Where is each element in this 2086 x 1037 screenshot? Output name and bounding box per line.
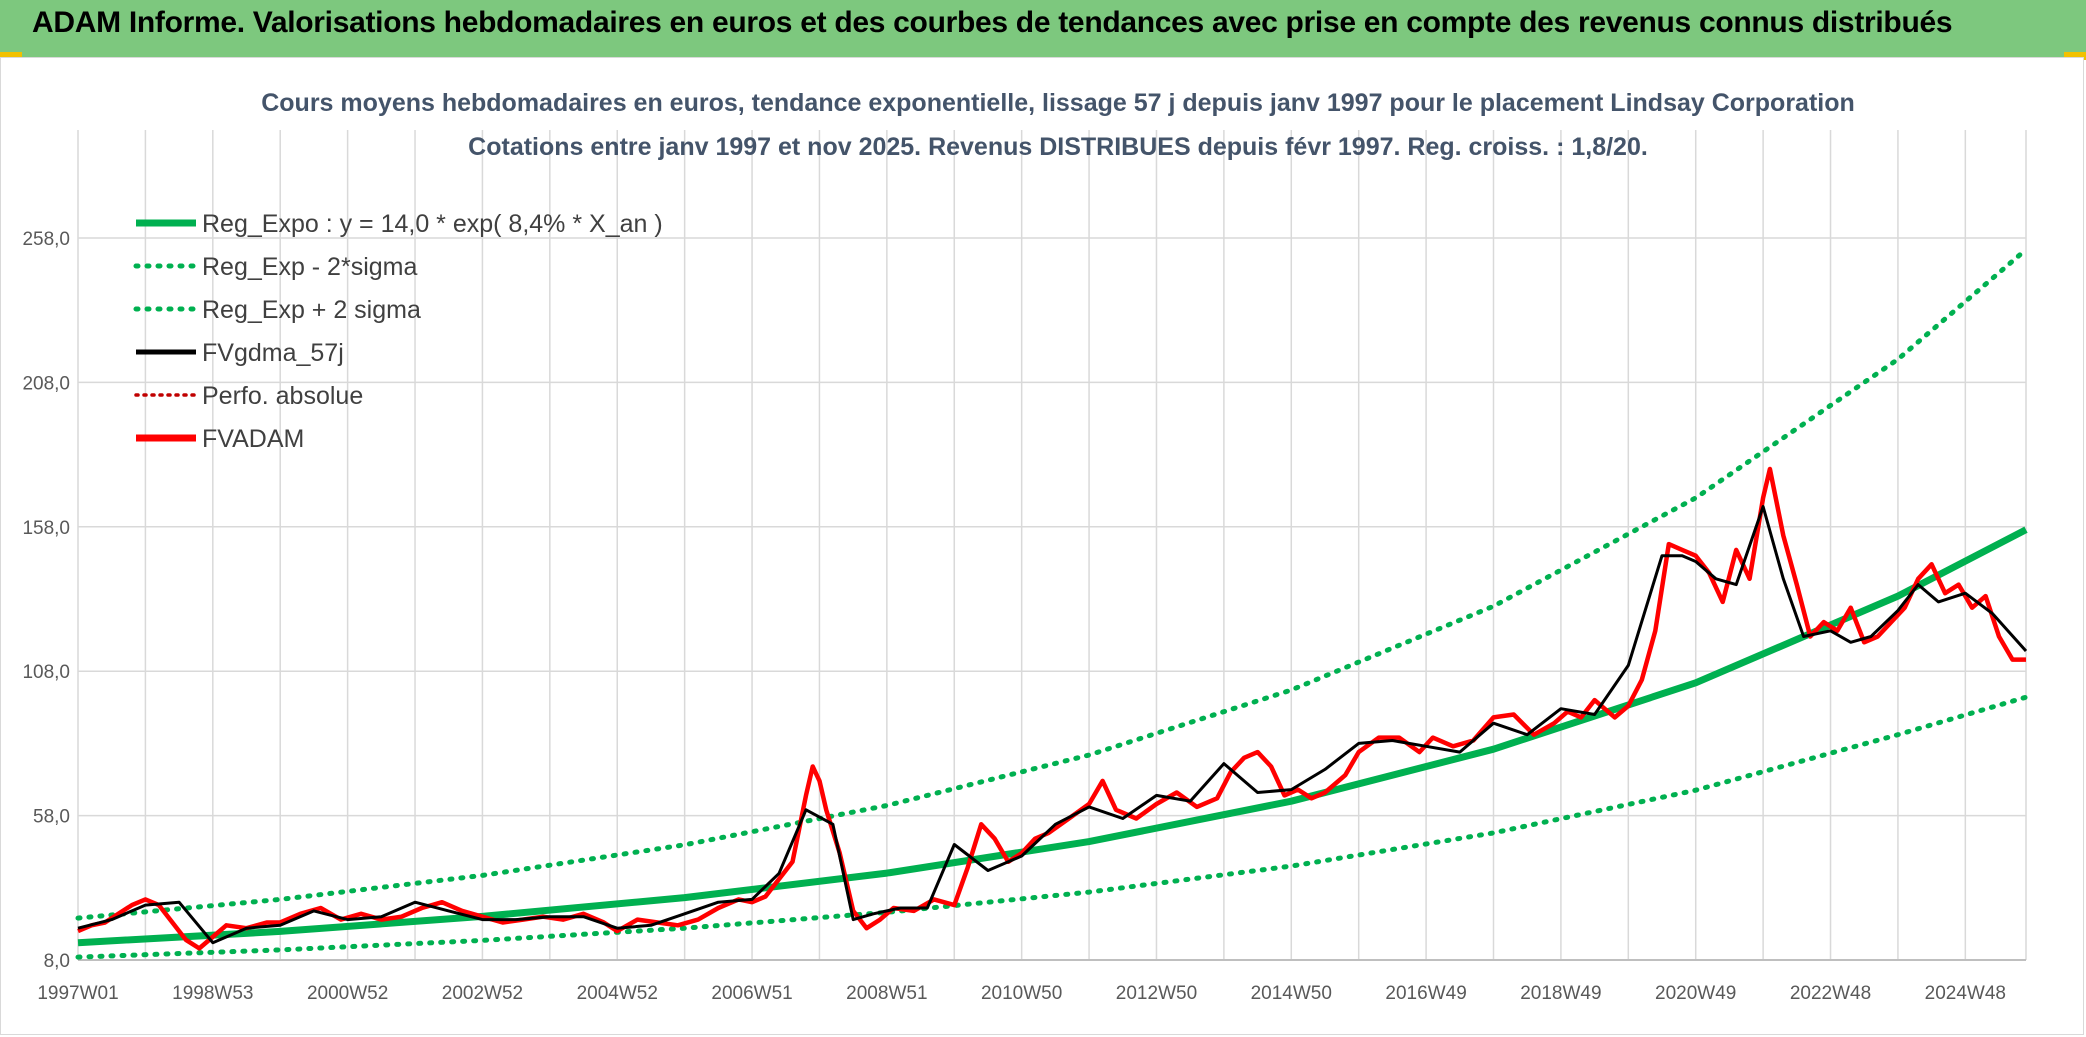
y-tick-label: 158,0 xyxy=(22,518,70,539)
x-tick-label: 2010W50 xyxy=(981,983,1062,1004)
report-banner: ADAM Informe. Valorisations hebdomadaire… xyxy=(0,0,2086,57)
y-tick-label: 258,0 xyxy=(22,229,70,250)
x-tick-label: 2004W52 xyxy=(577,983,658,1004)
x-tick-label: 2024W48 xyxy=(1925,983,2006,1004)
corner-accent-left xyxy=(0,52,22,60)
x-tick-label: 2014W50 xyxy=(1251,983,1332,1004)
legend-label: Reg_Exp + 2 sigma xyxy=(202,296,421,324)
x-tick-label: 1997W01 xyxy=(37,983,118,1004)
x-tick-label: 2000W52 xyxy=(307,983,388,1004)
x-tick-label: 2018W49 xyxy=(1520,983,1601,1004)
x-tick-label: 2006W51 xyxy=(711,983,792,1004)
x-axis-labels: 1997W01 1998W53 2000W52 2002W52 2004W52 2006W… xyxy=(37,983,2006,1004)
legend-label: Reg_Expo : y = 14,0 * exp( 8,4% * X_an ) xyxy=(202,210,663,238)
x-tick-label: 1998W53 xyxy=(172,983,253,1004)
x-tick-label: 2022W48 xyxy=(1790,983,1871,1004)
y-tick-label: 8,0 xyxy=(44,951,70,972)
series-line-4 xyxy=(77,505,2028,945)
series-line-1 xyxy=(77,526,2028,947)
x-tick-label: 2008W51 xyxy=(846,983,927,1004)
corner-accent-right xyxy=(2064,52,2086,60)
chart-title: Cours moyens hebdomadaires en euros, ten… xyxy=(261,89,1855,117)
legend-label: Reg_Exp - 2*sigma xyxy=(202,253,417,281)
legend-label: Perfo. absolue xyxy=(202,382,363,410)
y-tick-label: 58,0 xyxy=(33,807,70,828)
legend: Reg_Expo : y = 14,0 * exp( 8,4% * X_an )… xyxy=(133,210,663,453)
series-line-2 xyxy=(75,694,2029,960)
x-tick-label: 2012W50 xyxy=(1116,983,1197,1004)
series-line-5 xyxy=(77,466,2026,951)
report-title: ADAM Informe. Valorisations hebdomadaire… xyxy=(32,6,1953,39)
x-tick-label: 2016W49 xyxy=(1385,983,1466,1004)
y-tick-label: 108,0 xyxy=(22,662,70,683)
x-tick-label: 2002W52 xyxy=(442,983,523,1004)
series-layer xyxy=(75,247,2029,960)
grid-lines xyxy=(77,130,2027,961)
legend-label: FVADAM xyxy=(202,425,304,453)
y-axis-labels: 8,0 58,0 108,0 158,0 208,0 258,0 xyxy=(22,229,70,972)
x-tick-label: 2020W49 xyxy=(1655,983,1736,1004)
y-tick-label: 208,0 xyxy=(22,373,70,394)
chart-subtitle: Cotations entre janv 1997 et nov 2025. R… xyxy=(468,133,1648,161)
series-line-3 xyxy=(75,247,2029,921)
legend-label: FVgdma_57j xyxy=(202,339,344,367)
